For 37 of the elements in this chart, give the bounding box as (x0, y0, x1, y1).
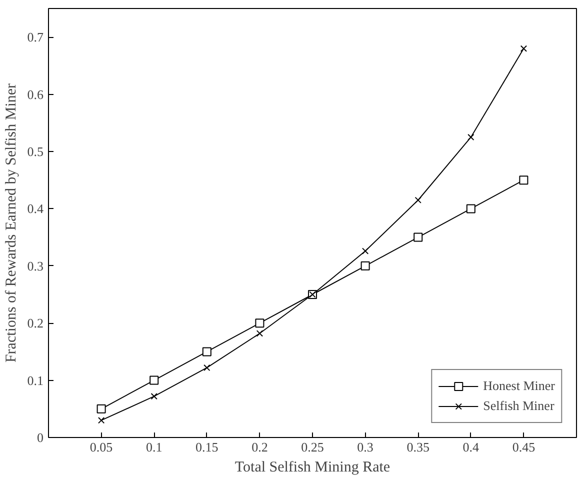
y-axis-title: Fractions of Rewards Earned by Selfish Miner (3, 83, 20, 363)
point (414, 232, 423, 242)
y-tick-label: 0.7 (27, 30, 44, 45)
point (362, 248, 369, 254)
point (468, 134, 474, 141)
x-tick-label: 0.45 (512, 440, 536, 454)
point (520, 45, 528, 52)
y-tick-label: 0.2 (27, 316, 44, 331)
point (414, 196, 422, 204)
point (202, 347, 212, 356)
y-tick-label: 0 (37, 430, 44, 445)
x-tick-label: 0.4 (462, 440, 480, 454)
x-tick-label: 0.35 (406, 440, 430, 454)
x-tick-label: 0.3 (357, 440, 374, 454)
x-tick-label: 0.2 (252, 440, 268, 454)
point (519, 176, 528, 185)
x-tick-label: 0.25 (301, 440, 324, 454)
y-tick-label: 0.1 (27, 372, 44, 388)
point (150, 376, 159, 385)
legend-label: Selfish Miner (483, 398, 554, 414)
point (98, 417, 105, 424)
point (96, 404, 106, 414)
x-axis-title: Total Selfish Mining Rate (234, 460, 390, 476)
point (360, 261, 370, 270)
y-tick-label: 0.3 (27, 258, 44, 274)
point (150, 392, 158, 400)
x-tick-label: 0.15 (196, 440, 218, 454)
point (255, 318, 264, 328)
point (204, 364, 210, 372)
y-tick-label: 0.5 (27, 144, 44, 159)
y-tick-label: 0.6 (27, 86, 44, 102)
point (466, 204, 476, 214)
point (256, 330, 264, 337)
legend-label: Honest Miner (483, 378, 555, 394)
y-tick-label: 0.4 (27, 201, 44, 216)
x-tick-label: 0.05 (90, 440, 113, 454)
x-tick-label: 0.1 (146, 440, 162, 454)
